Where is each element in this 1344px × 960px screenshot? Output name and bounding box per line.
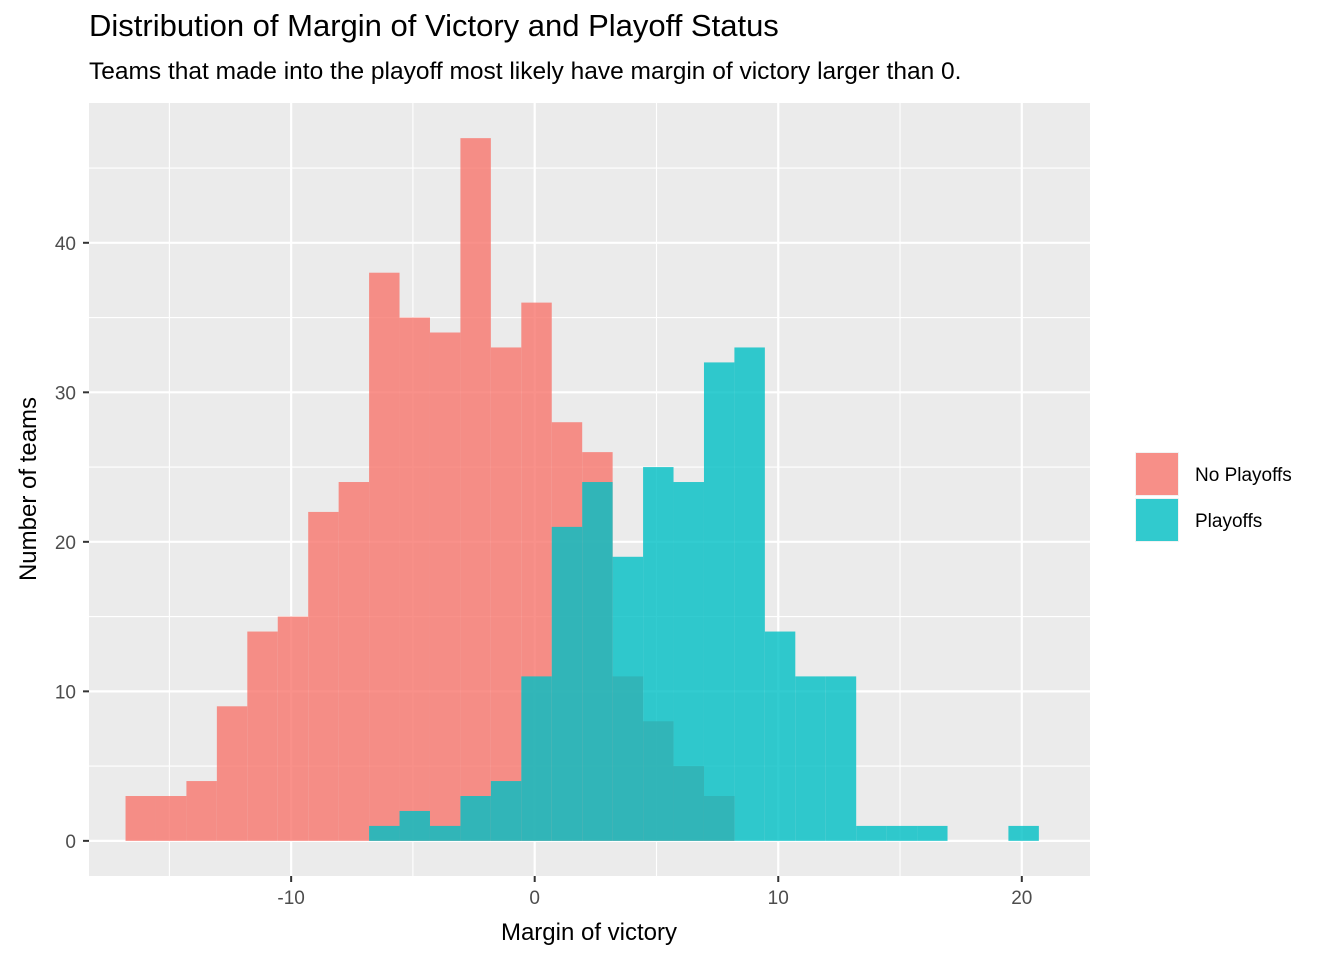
y-axis-title: Number of teams (15, 397, 42, 581)
legend-swatch-playoffs (1136, 499, 1178, 541)
bar-no-playoffs (369, 272, 400, 841)
chart-subtitle: Teams that made into the playoff most li… (89, 58, 962, 85)
legend: No Playoffs Playoffs (1135, 452, 1292, 542)
bar-playoffs (521, 676, 552, 841)
bar-playoffs (612, 556, 644, 841)
y-tick-label: 20 (55, 533, 76, 554)
bar-no-playoffs (125, 796, 156, 841)
legend-swatch-no-playoffs (1136, 453, 1178, 495)
bar-no-playoffs (308, 511, 339, 841)
bar-playoffs (703, 362, 735, 841)
bar-playoffs (460, 796, 491, 841)
bar-playoffs (734, 347, 765, 841)
y-tick-label: 30 (55, 383, 76, 404)
y-tick-label: 0 (65, 832, 76, 853)
bar-no-playoffs (429, 332, 461, 841)
bar-playoffs (795, 676, 826, 841)
y-tick-label: 10 (55, 682, 76, 703)
bar-no-playoffs (399, 317, 430, 841)
y-tick-label: 40 (55, 234, 76, 255)
bar-playoffs (856, 825, 887, 841)
bar-no-playoffs (460, 138, 491, 841)
bar-no-playoffs (216, 706, 248, 841)
bar-playoffs (490, 781, 522, 841)
bar-no-playoffs (186, 781, 217, 841)
x-tick-label: 20 (1011, 888, 1032, 909)
bar-playoffs (825, 676, 857, 841)
bar-playoffs (917, 825, 948, 841)
bar-no-playoffs (155, 796, 187, 841)
histogram-bars (125, 138, 1039, 841)
bar-playoffs (673, 482, 704, 841)
x-axis-title: Margin of victory (501, 919, 677, 946)
bar-playoffs (1008, 825, 1039, 841)
axes: -10 0 10 20 0 10 20 30 40 (55, 234, 1033, 909)
bar-no-playoffs (277, 616, 309, 841)
bar-no-playoffs (490, 347, 522, 841)
bar-playoffs (582, 482, 613, 841)
chart-title: Distribution of Margin of Victory and Pl… (89, 8, 779, 43)
x-tick-label: 0 (529, 888, 540, 909)
bar-playoffs (643, 467, 674, 841)
legend-label-no-playoffs: No Playoffs (1195, 465, 1292, 486)
x-tick-label: 10 (768, 888, 789, 909)
bar-no-playoffs (247, 631, 278, 841)
x-tick-label: -10 (277, 888, 304, 909)
legend-label-playoffs: Playoffs (1195, 511, 1262, 532)
bar-playoffs (429, 825, 461, 841)
bar-playoffs (399, 810, 430, 841)
bar-no-playoffs (338, 482, 370, 841)
bar-playoffs (886, 825, 918, 841)
bar-playoffs (369, 825, 400, 841)
bar-playoffs (764, 631, 796, 841)
bar-playoffs (551, 526, 583, 841)
